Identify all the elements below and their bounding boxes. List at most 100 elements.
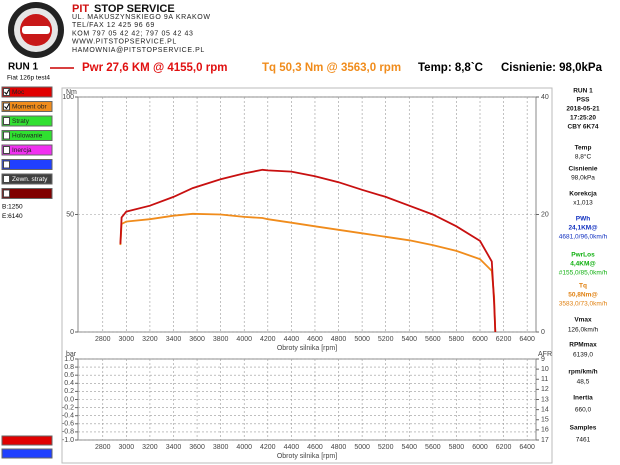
info-text: x1,013 [573, 200, 593, 207]
brand-red: PIT [72, 3, 89, 15]
legend-toggle[interactable] [1, 144, 53, 156]
y-tick-label: 0.8 [64, 364, 74, 371]
legend-label: Holowanie [12, 133, 43, 140]
legend-toggle[interactable] [1, 115, 53, 127]
info-text: 3583,0/73,0km/h [559, 301, 608, 308]
y-tick-label: 0.6 [64, 372, 74, 379]
legend-toggle[interactable] [1, 173, 53, 185]
x-tick-label: 5400 [401, 336, 417, 343]
x-tick-label: 6400 [519, 336, 535, 343]
info-text: 8,8°C [575, 153, 592, 161]
info-text: 17:25:20 [570, 115, 596, 122]
range-label: E:6140 [2, 213, 23, 220]
x-tick-label: 2800 [95, 444, 111, 451]
info-text: Tq [579, 283, 587, 290]
checkbox[interactable] [3, 131, 10, 140]
bottom-toggle[interactable] [1, 435, 53, 446]
x-tick-label: 2800 [95, 336, 111, 343]
brand-black: STOP SERVICE [94, 3, 175, 15]
y2-tick-label: 13 [541, 396, 549, 403]
x-tick-label: 4800 [331, 444, 347, 451]
info-text: 24,1KM@ [568, 225, 597, 232]
x-tick-label: 5200 [378, 336, 394, 343]
y-axis-label: bar [66, 351, 77, 358]
y-tick-label: 0.4 [64, 380, 74, 387]
x-tick-label: 6200 [496, 336, 512, 343]
bottom-toggle[interactable] [1, 448, 53, 459]
address-line: HAMOWNIA@PITSTOPSERVICE.PL [72, 47, 205, 54]
info-text: PwrLos [571, 252, 595, 259]
info-text: PWh [576, 216, 590, 223]
checkbox[interactable] [3, 102, 10, 111]
x-tick-label: 3200 [142, 444, 158, 451]
range-label: B:1250 [2, 204, 23, 211]
x-tick-label: 3600 [189, 444, 205, 451]
x-tick-label: 5200 [378, 444, 394, 451]
x-tick-label: 3600 [189, 336, 205, 343]
legend-label: Straty [12, 118, 30, 125]
y-tick-label: 0.2 [64, 388, 74, 395]
checkbox[interactable] [3, 117, 10, 125]
legend-label: Zewn. straty [12, 176, 48, 183]
x-tick-label: 3400 [166, 336, 182, 343]
pressure: Cisnienie: 98,0kPa [501, 62, 603, 74]
checkbox[interactable] [3, 146, 10, 154]
info-text: 98,0kPa [571, 175, 595, 182]
info-text: Inertia [573, 395, 593, 402]
vehicle: Fiat 126p test4 [7, 75, 50, 82]
checkbox[interactable] [3, 160, 10, 169]
legend-toggle[interactable] [1, 86, 53, 98]
info-text: Samples [570, 425, 597, 432]
info-text: Vmax [574, 317, 592, 324]
x-tick-label: 4200 [260, 336, 276, 343]
x-tick-label: 3400 [166, 444, 182, 451]
x-tick-label: 3000 [119, 336, 135, 343]
info-text: #155,0/85,0km/h [559, 270, 608, 277]
info-text: 50,8Nm@ [568, 292, 597, 299]
legend-toggle[interactable] [1, 130, 53, 141]
checkbox[interactable] [3, 189, 10, 198]
checkbox[interactable] [3, 88, 10, 96]
curve [119, 168, 497, 333]
y2-tick-label: 16 [541, 427, 549, 434]
x-tick-label: 6400 [519, 444, 535, 451]
y2-tick-label: 20 [541, 211, 549, 218]
legend-toggle[interactable] [1, 159, 53, 170]
legend-toggle[interactable] [1, 188, 53, 199]
x-tick-label: 4600 [307, 336, 323, 343]
y-tick-label: -1.0 [62, 437, 74, 444]
info-text: RPMmax [569, 342, 597, 349]
x-tick-label: 4400 [284, 444, 300, 451]
x-tick-label: 5800 [449, 444, 465, 451]
info-text: 660,0 [575, 407, 592, 414]
x-tick-label: 4800 [331, 336, 347, 343]
info-text: Temp [575, 145, 592, 152]
y2-tick-label: 40 [541, 94, 549, 101]
logo [8, 2, 64, 58]
x-tick-label: 5800 [449, 336, 465, 343]
info-text: rpm/km/h [568, 369, 597, 376]
address-line: TEL/FAX 12 425 96 69 [72, 22, 155, 29]
legend-label: Moc [12, 89, 25, 96]
info-text: 48,5 [577, 379, 590, 386]
y-tick-label: -0.2 [62, 404, 74, 411]
y2-tick-label: 11 [541, 376, 548, 383]
check-mark [4, 89, 10, 95]
x-tick-label: 5000 [354, 444, 370, 451]
x-tick-label: 4000 [236, 444, 252, 451]
info-text: 6139,0 [573, 352, 593, 359]
address-line: KOM 797 05 42 42; 797 05 42 43 [72, 30, 194, 37]
checkbox[interactable] [3, 175, 10, 183]
legend-toggle[interactable] [1, 101, 53, 112]
x-tick-label: 4600 [307, 444, 323, 451]
power-summary: Pwr 27,6 KM @ 4155,0 rpm [82, 62, 227, 74]
x-tick-label: 5000 [354, 336, 370, 343]
x-tick-label: 6000 [472, 336, 488, 343]
y2-tick-label: 14 [541, 406, 549, 413]
y2-tick-label: 12 [541, 386, 549, 393]
info-text: Cisnienie [569, 166, 598, 173]
info-text: 4,4KM@ [570, 261, 595, 268]
address-line: UL. MAKUSZYNSKIEGO 9A KRAKOW [72, 14, 211, 21]
y2-tick-label: 9 [541, 356, 545, 363]
